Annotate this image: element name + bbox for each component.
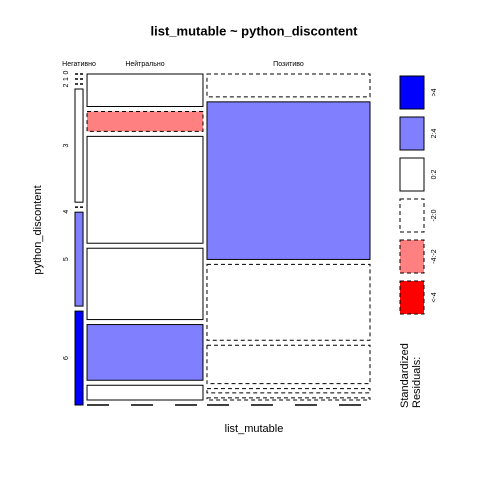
- column-label: Позитиво: [273, 61, 304, 68]
- row-label: 1: [63, 77, 70, 81]
- mosaic-cell: [206, 101, 371, 260]
- mosaic-cell: [86, 73, 204, 108]
- mosaic-cell: [74, 310, 84, 406]
- mosaic-cell: [74, 211, 84, 307]
- legend-title: Residuals:: [411, 357, 423, 408]
- legend-swatch: [399, 75, 425, 110]
- mosaic-cell: [86, 135, 204, 244]
- mosaic-cell: [74, 88, 84, 203]
- legend-swatch: [399, 198, 425, 233]
- row-label: 6: [63, 356, 70, 360]
- column-label: Нейтрально: [125, 60, 164, 68]
- mosaic-cell: [206, 73, 371, 98]
- chart-title: list_mutable ~ python_discontent: [151, 23, 359, 38]
- mosaic-cell: [206, 388, 371, 394]
- legend-label: <-4: [431, 292, 438, 302]
- mosaic-cell: [86, 324, 204, 381]
- row-label: 2: [63, 83, 70, 87]
- x-axis-label: list_mutable: [225, 423, 284, 435]
- column-label: Негативно: [62, 61, 96, 68]
- legend-label: 2:4: [431, 129, 438, 139]
- row-label: 5: [63, 257, 70, 261]
- row-label: 4: [63, 210, 70, 214]
- mosaic-cell: [86, 111, 204, 132]
- legend-label: -2:0: [431, 209, 438, 221]
- legend-swatch: [399, 280, 425, 315]
- mosaic-cell: [206, 263, 371, 341]
- legend-swatch: [399, 157, 425, 192]
- y-axis-label: python_discontent: [32, 185, 44, 274]
- mosaic-cell: [86, 384, 204, 401]
- legend-label: -4:-2: [431, 249, 438, 264]
- row-label: 3: [63, 144, 70, 148]
- row-label: 0: [63, 70, 70, 74]
- mosaic-cell: [206, 344, 371, 385]
- legend-title: Standardized: [399, 343, 411, 408]
- legend-swatch: [399, 239, 425, 274]
- legend-label: >4: [431, 88, 438, 96]
- legend-label: 0:2: [431, 170, 438, 180]
- mosaic-cell: [86, 247, 204, 321]
- legend-swatch: [399, 116, 425, 151]
- mosaic-cell: [206, 397, 371, 401]
